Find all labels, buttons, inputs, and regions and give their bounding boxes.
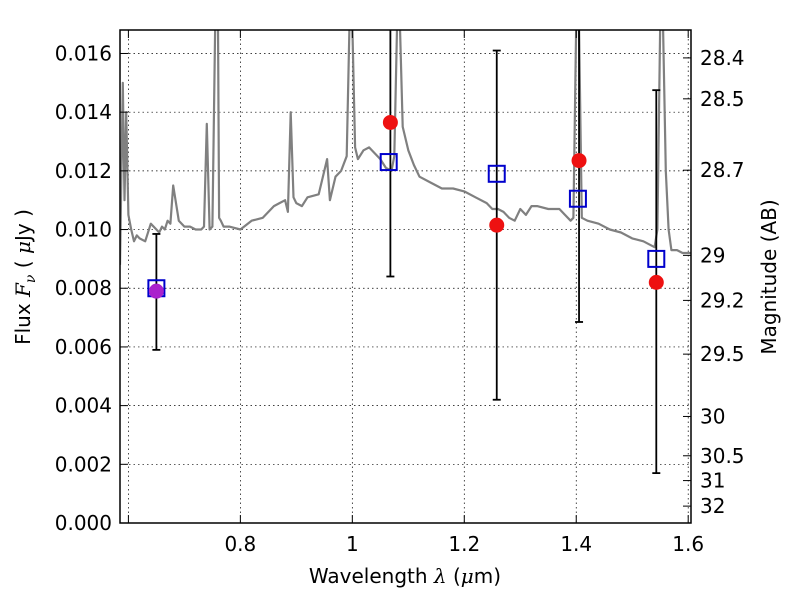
plot-background <box>120 30 691 523</box>
spectrum-line <box>120 30 691 265</box>
y-tick-label: 0.000 <box>55 511 112 535</box>
y-tick-label: 0.002 <box>55 452 112 476</box>
open-square-point <box>487 164 506 183</box>
plot-area <box>120 30 691 265</box>
y2-tick-label: 32 <box>700 494 725 518</box>
y2-tick-label: 31 <box>700 469 725 493</box>
y-tick-label: 0.004 <box>55 394 112 418</box>
y2-tick-label: 28.7 <box>700 158 745 182</box>
y2-tick-label: 30.5 <box>700 444 745 468</box>
ticks: 0.8 1 1.2 1.4 1.6 0.000 0.002 0.004 0.006 0.008 0.… <box>55 30 745 556</box>
y2-tick-label: 29.2 <box>700 288 745 312</box>
filled-circle-point <box>489 217 505 233</box>
filled-circle-point <box>148 283 164 299</box>
x-tick-label: 1.6 <box>672 532 704 556</box>
y-axis-title: Flux Fν ( μJy ) <box>11 209 39 345</box>
open-square-point <box>568 189 587 208</box>
x-tick-label: 1.2 <box>448 532 480 556</box>
y-tick-label: 0.014 <box>55 100 112 124</box>
y2-tick-label: 28.5 <box>700 87 745 111</box>
y2-axis-title: Magnitude (AB) <box>757 199 781 354</box>
x-tick-label: 0.8 <box>224 532 256 556</box>
y-tick-label: 0.006 <box>55 335 112 359</box>
y-tick-label: 0.010 <box>55 218 112 242</box>
y2-tick-label: 28.4 <box>700 46 745 70</box>
plot-frame <box>119 29 692 524</box>
filled-circle-point <box>648 274 664 290</box>
y2-tick-label: 29.5 <box>700 342 745 366</box>
x-axis-title: Wavelength λ (μm) <box>309 564 501 588</box>
y-tick-label: 0.008 <box>55 276 112 300</box>
x-tick-label: 1 <box>346 532 359 556</box>
open-square-point <box>379 153 398 172</box>
filled-circle-point <box>382 114 398 130</box>
y-tick-label: 0.012 <box>55 159 112 183</box>
y2-tick-label: 30 <box>700 404 725 428</box>
marker-layer <box>147 30 666 475</box>
open-square-point <box>647 249 666 268</box>
filled-circle-point <box>571 153 587 169</box>
x-tick-label: 1.4 <box>560 532 592 556</box>
y2-tick-label: 29 <box>700 243 725 267</box>
y-tick-label: 0.016 <box>55 41 112 65</box>
